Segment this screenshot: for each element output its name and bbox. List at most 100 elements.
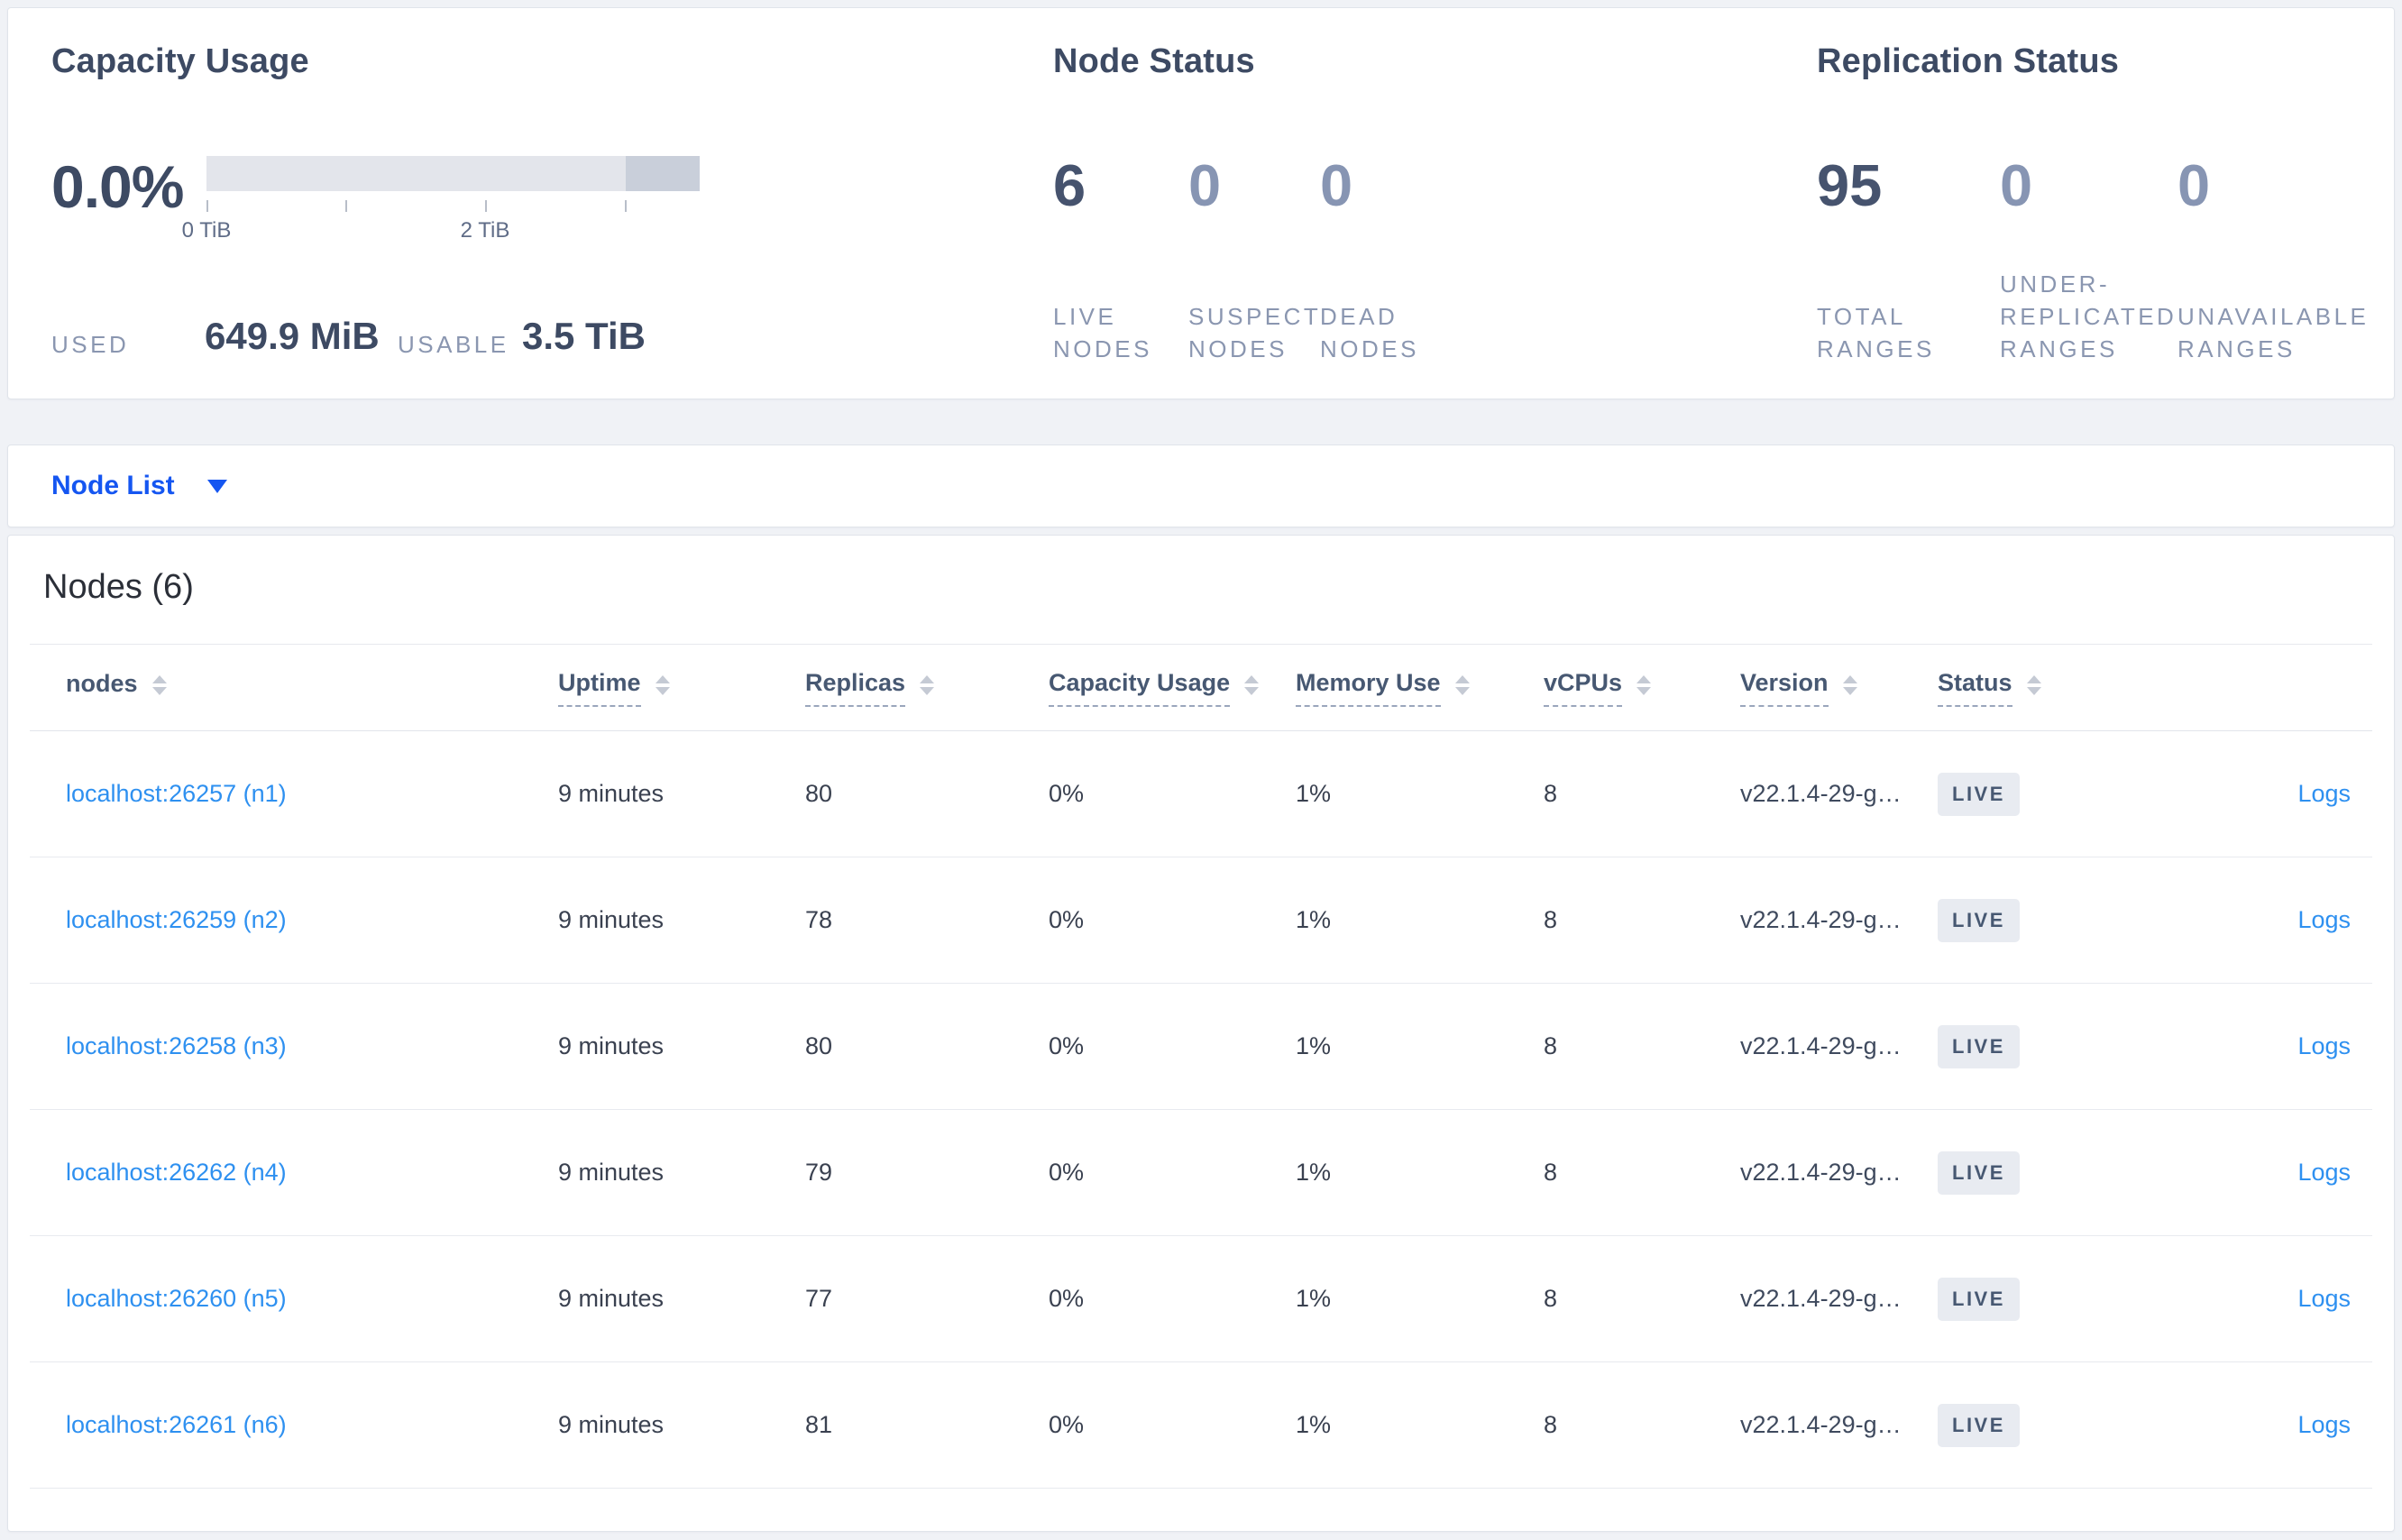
status-badge: LIVE bbox=[1938, 772, 2020, 816]
column-header-label: Capacity Usage bbox=[1049, 669, 1231, 707]
unavailable-ranges-stat: 0 UNAVAILABLE RANGES bbox=[2177, 156, 2371, 365]
column-header-label: Memory Use bbox=[1296, 669, 1441, 707]
nodes-table: nodes Uptime Replicas Capacity Usage Mem… bbox=[30, 644, 2372, 1489]
live-nodes-label: LIVE NODES bbox=[1053, 303, 1152, 362]
total-ranges-stat: 95 TOTAL RANGES bbox=[1817, 156, 2000, 365]
vcpus-cell: 8 bbox=[1544, 1159, 1558, 1186]
memory-use-cell: 1% bbox=[1296, 1032, 1332, 1059]
replication-status-section: Replication Status 95 TOTAL RANGES 0 UND… bbox=[1817, 42, 2366, 362]
node-link[interactable]: localhost:26262 (n4) bbox=[66, 1159, 287, 1186]
axis-tick bbox=[485, 200, 487, 212]
logs-link[interactable]: Logs bbox=[2297, 1159, 2351, 1186]
suspect-nodes-stat: 0 SUSPECT NODES bbox=[1188, 156, 1320, 365]
axis-tick bbox=[625, 200, 627, 212]
column-header-uptime[interactable]: Uptime bbox=[558, 669, 805, 707]
column-header-label: Version bbox=[1740, 669, 1829, 707]
node-list-dropdown-label: Node List bbox=[51, 471, 175, 500]
vcpus-cell: 8 bbox=[1544, 1285, 1558, 1312]
table-row: localhost:26257 (n1) 9 minutes 80 0% 1% … bbox=[30, 731, 2372, 857]
unavailable-ranges-value: 0 bbox=[2177, 152, 2211, 218]
status-cell: LIVE bbox=[1938, 898, 2156, 942]
logs-link[interactable]: Logs bbox=[2297, 1411, 2351, 1438]
dead-nodes-label: DEAD NODES bbox=[1320, 303, 1419, 362]
logs-cell: Logs bbox=[2156, 1032, 2351, 1060]
uptime-cell: 9 minutes bbox=[558, 1411, 665, 1438]
total-ranges-value: 95 bbox=[1817, 152, 1883, 218]
logs-link[interactable]: Logs bbox=[2297, 1285, 2351, 1312]
memory-use-cell: 1% bbox=[1296, 780, 1332, 807]
replication-status-stats: 95 TOTAL RANGES 0 UNDER-REPLICATED RANGE… bbox=[1817, 156, 2371, 365]
axis-tick-label: 0 TiB bbox=[181, 218, 232, 243]
capacity-usage-cell: 0% bbox=[1049, 906, 1085, 933]
nodes-table-header: nodes Uptime Replicas Capacity Usage Mem… bbox=[30, 644, 2372, 731]
uptime-cell: 9 minutes bbox=[558, 1159, 665, 1186]
axis-tick bbox=[345, 200, 347, 212]
node-cell: localhost:26262 (n4) bbox=[66, 1159, 558, 1187]
nodes-heading: Nodes (6) bbox=[43, 568, 194, 606]
replicas-cell: 80 bbox=[805, 1032, 833, 1059]
capacity-usage-section: Capacity Usage 0.0% 0 TiB 2 TiB USED 649… bbox=[51, 42, 1007, 358]
node-cell: localhost:26261 (n6) bbox=[66, 1411, 558, 1439]
uptime-cell: 9 minutes bbox=[558, 906, 665, 933]
column-header-nodes[interactable]: nodes bbox=[66, 670, 558, 706]
sort-icon bbox=[1636, 674, 1652, 695]
memory-use-cell: 1% bbox=[1296, 906, 1332, 933]
live-nodes-value: 6 bbox=[1053, 152, 1086, 218]
cluster-summary-panel: Capacity Usage 0.0% 0 TiB 2 TiB USED 649… bbox=[7, 7, 2395, 399]
column-header-replicas[interactable]: Replicas bbox=[805, 669, 1049, 707]
column-header-memory-use[interactable]: Memory Use bbox=[1296, 669, 1544, 707]
node-status-title: Node Status bbox=[1053, 42, 1255, 80]
logs-link[interactable]: Logs bbox=[2297, 1032, 2351, 1059]
node-link[interactable]: localhost:26257 (n1) bbox=[66, 780, 287, 807]
node-link[interactable]: localhost:26260 (n5) bbox=[66, 1285, 287, 1312]
column-header-vcpus[interactable]: vCPUs bbox=[1544, 669, 1740, 707]
node-list-dropdown[interactable]: Node List bbox=[51, 471, 227, 501]
logs-link[interactable]: Logs bbox=[2297, 906, 2351, 933]
under-replicated-ranges-value: 0 bbox=[2000, 152, 2033, 218]
node-status-section: Node Status 6 LIVE NODES 0 SUSPECT NODES… bbox=[1053, 42, 1416, 362]
usable-label: USABLE bbox=[398, 331, 509, 358]
node-cell: localhost:26259 (n2) bbox=[66, 906, 558, 934]
column-header-capacity-usage[interactable]: Capacity Usage bbox=[1049, 669, 1296, 707]
table-row: localhost:26260 (n5) 9 minutes 77 0% 1% … bbox=[30, 1236, 2372, 1362]
capacity-usage-cell: 0% bbox=[1049, 1032, 1085, 1059]
logs-cell: Logs bbox=[2156, 780, 2351, 808]
used-value: 649.9 MiB bbox=[205, 315, 380, 357]
node-link[interactable]: localhost:26258 (n3) bbox=[66, 1032, 287, 1059]
sort-icon bbox=[655, 674, 670, 695]
column-header-label: Replicas bbox=[805, 669, 906, 707]
replicas-cell: 77 bbox=[805, 1285, 833, 1312]
capacity-usage-cell: 0% bbox=[1049, 1285, 1085, 1312]
nodes-panel: Nodes (6) nodes Uptime Replicas Capacity… bbox=[7, 535, 2395, 1532]
capacity-used-percent: 0.0% bbox=[51, 153, 184, 220]
suspect-nodes-value: 0 bbox=[1188, 152, 1222, 218]
column-header-status[interactable]: Status bbox=[1938, 669, 2156, 707]
status-badge: LIVE bbox=[1938, 1024, 2020, 1068]
sort-icon bbox=[2026, 674, 2041, 695]
node-cell: localhost:26257 (n1) bbox=[66, 780, 558, 808]
status-cell: LIVE bbox=[1938, 1277, 2156, 1321]
under-replicated-ranges-label: UNDER-REPLICATED RANGES bbox=[2000, 270, 2177, 362]
node-link[interactable]: localhost:26261 (n6) bbox=[66, 1411, 287, 1438]
dead-nodes-stat: 0 DEAD NODES bbox=[1320, 156, 1473, 365]
vcpus-cell: 8 bbox=[1544, 1411, 1558, 1438]
axis-tick-label: 2 TiB bbox=[460, 218, 510, 243]
vcpus-cell: 8 bbox=[1544, 780, 1558, 807]
column-header-version[interactable]: Version bbox=[1740, 669, 1938, 707]
live-nodes-stat: 6 LIVE NODES bbox=[1053, 156, 1188, 365]
suspect-nodes-label: SUSPECT NODES bbox=[1188, 303, 1321, 362]
column-header-label: Status bbox=[1938, 669, 2012, 707]
status-badge: LIVE bbox=[1938, 1403, 2020, 1447]
replicas-cell: 78 bbox=[805, 906, 833, 933]
version-cell: v22.1.4-29-g… bbox=[1740, 906, 1902, 933]
version-cell: v22.1.4-29-g… bbox=[1740, 1285, 1902, 1312]
capacity-usage-cell: 0% bbox=[1049, 1411, 1085, 1438]
version-cell: v22.1.4-29-g… bbox=[1740, 1411, 1902, 1438]
capacity-usage-cell: 0% bbox=[1049, 780, 1085, 807]
uptime-cell: 9 minutes bbox=[558, 1032, 665, 1059]
unavailable-ranges-label: UNAVAILABLE RANGES bbox=[2177, 303, 2370, 362]
node-link[interactable]: localhost:26259 (n2) bbox=[66, 906, 287, 933]
logs-link[interactable]: Logs bbox=[2297, 780, 2351, 807]
logs-cell: Logs bbox=[2156, 1411, 2351, 1439]
version-cell: v22.1.4-29-g… bbox=[1740, 1032, 1902, 1059]
